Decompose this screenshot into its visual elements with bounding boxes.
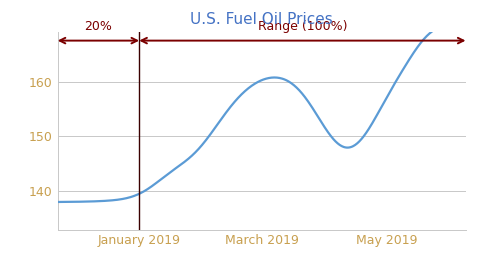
Title: U.S. Fuel Oil Prices: U.S. Fuel Oil Prices — [190, 12, 333, 27]
Text: Range (100%): Range (100%) — [258, 20, 347, 33]
Text: 20%: 20% — [84, 20, 112, 33]
